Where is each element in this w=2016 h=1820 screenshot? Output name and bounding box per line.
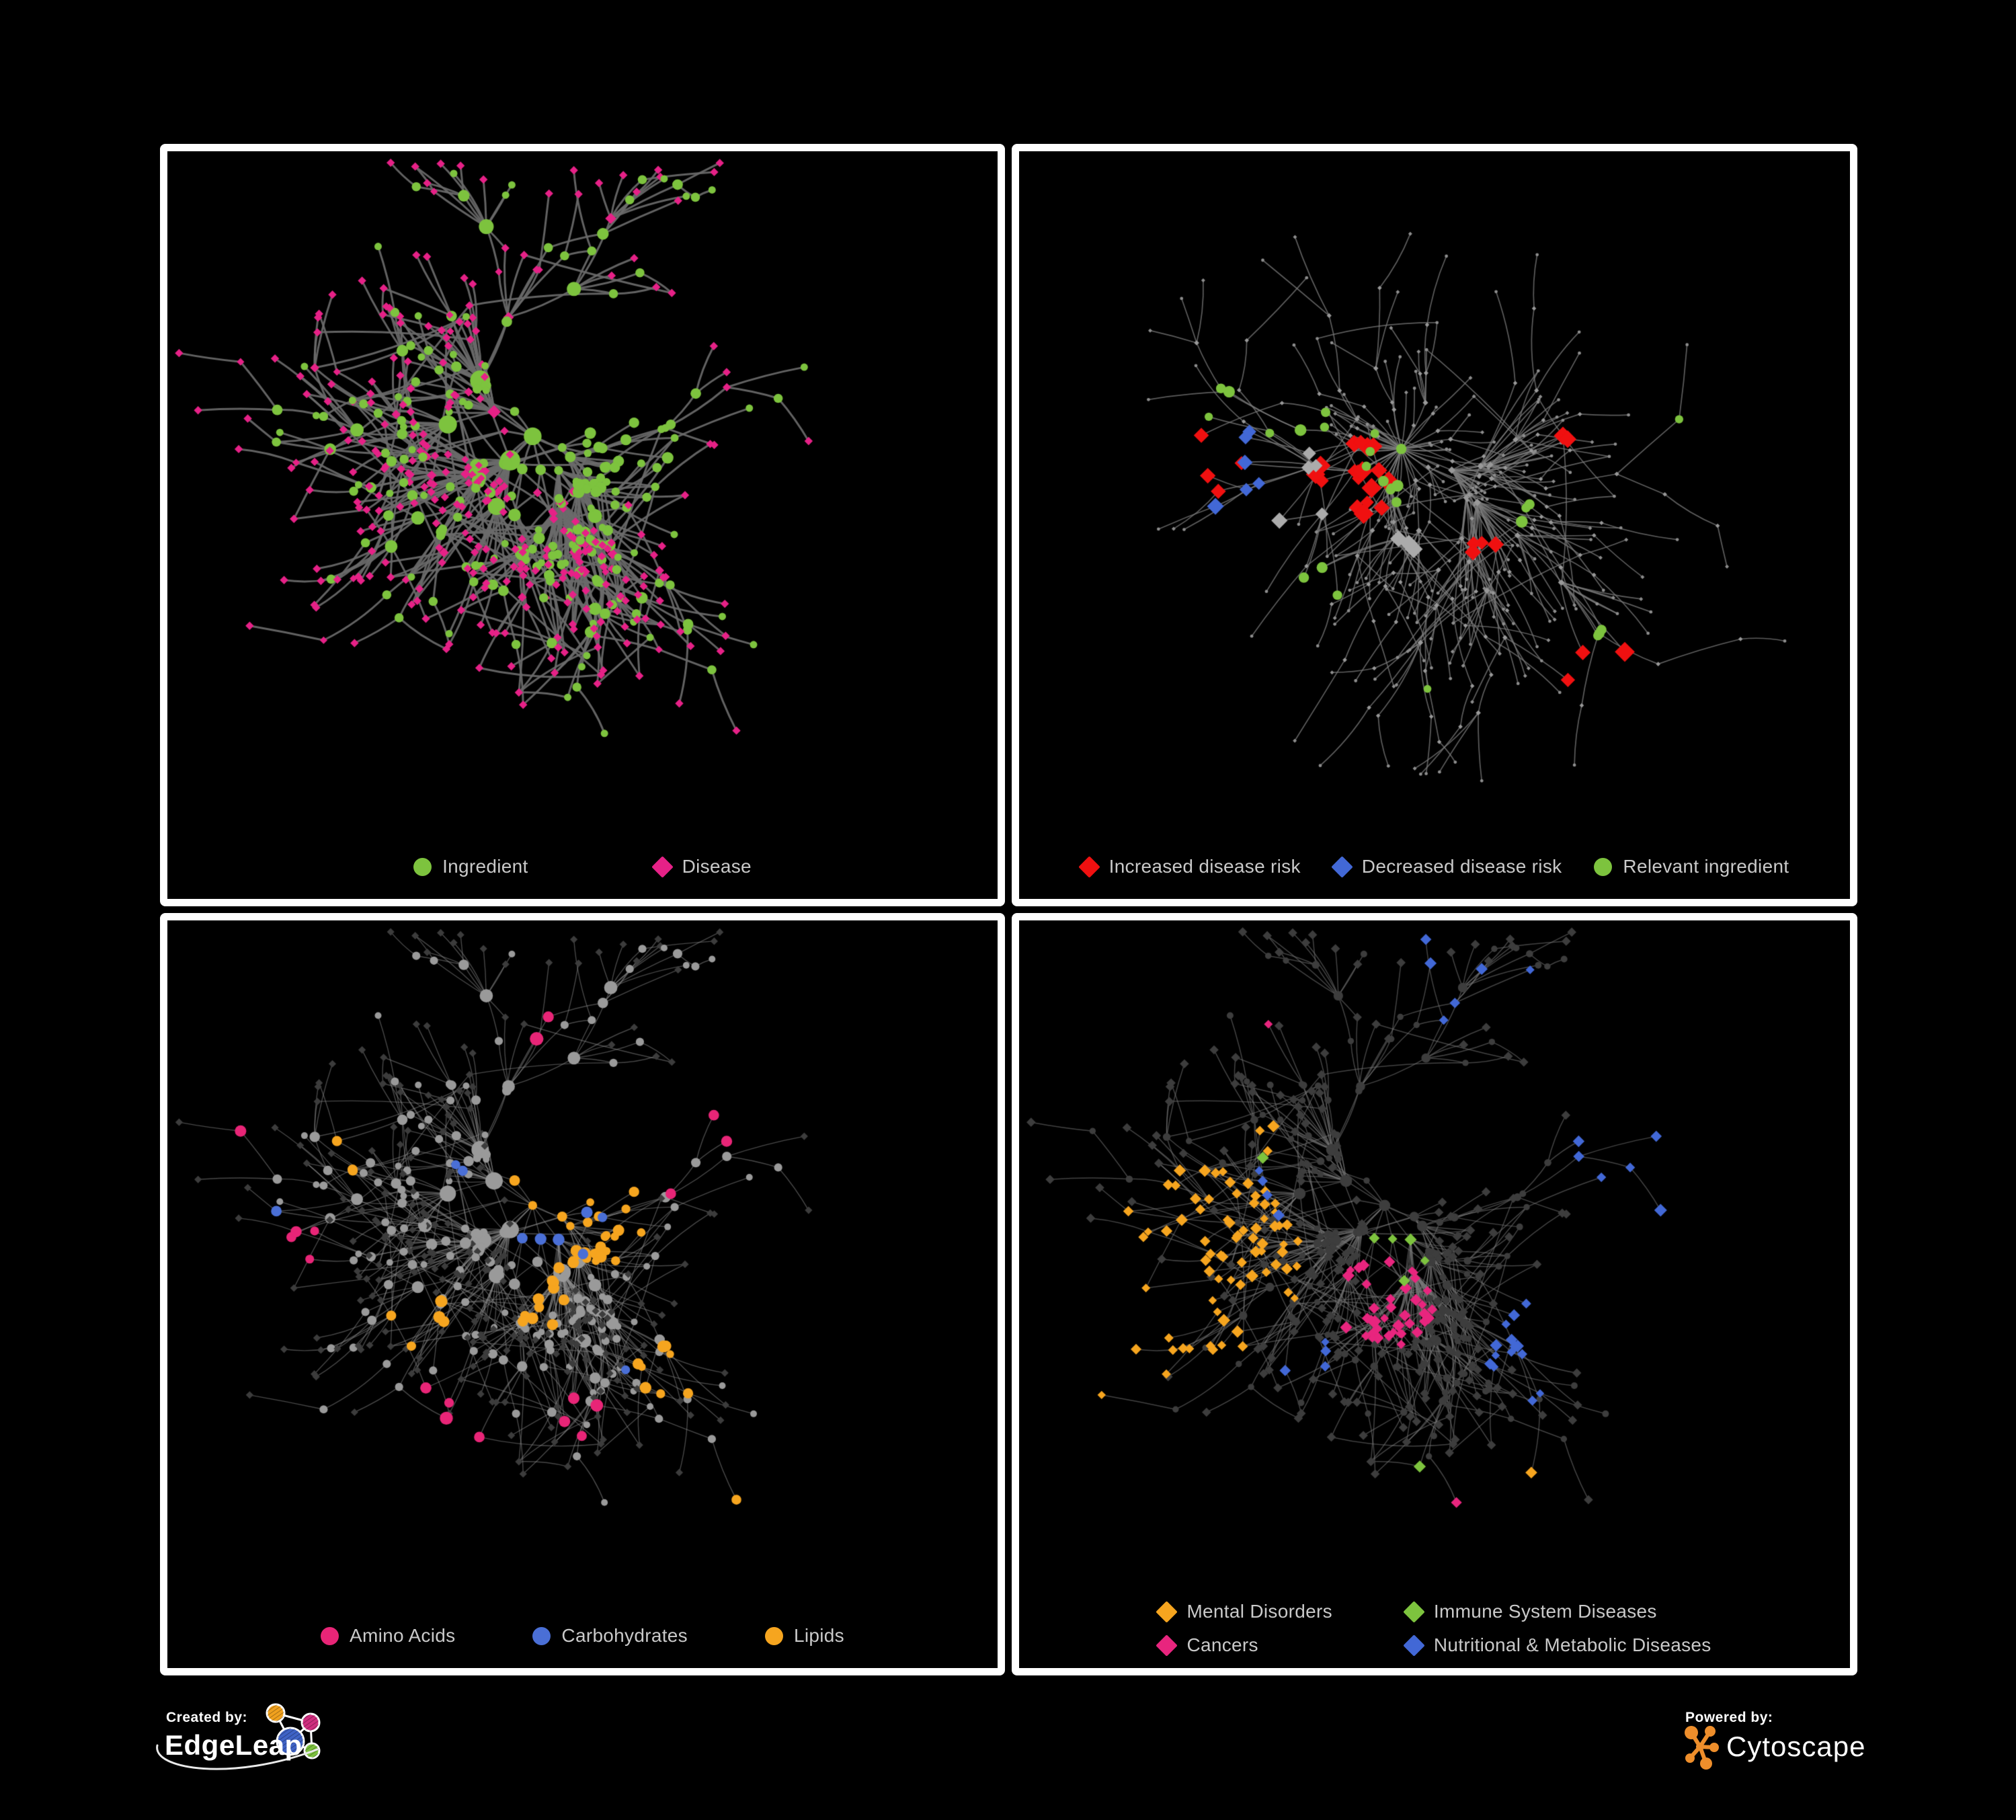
cytoscape-wordmark: Cytoscape: [1726, 1731, 1866, 1762]
diamond-swatch-icon: [1331, 855, 1353, 878]
network-canvas-ingredient-classes: [167, 920, 998, 1668]
legend-label: Increased disease risk: [1108, 856, 1301, 877]
circle-swatch-icon: [1594, 857, 1613, 876]
panel-disease-risk: Increased disease risk Decreased disease…: [1012, 144, 1857, 906]
legend-disease-categories: Mental Disorders Immune System Diseases …: [1019, 1600, 1850, 1657]
cytoscape-logo-icon: [1685, 1726, 1719, 1770]
legend-item-amino-acids: Amino Acids: [321, 1625, 455, 1647]
legend-item-cancers: Cancers: [1156, 1634, 1332, 1657]
panel-disease-categories: Mental Disorders Immune System Diseases …: [1012, 913, 1857, 1675]
diamond-swatch-icon: [1078, 855, 1100, 878]
legend-label: Nutritional & Metabolic Diseases: [1433, 1634, 1711, 1655]
edgeleap-swoosh-icon: [156, 1744, 319, 1770]
network-canvas-disease-risk: [1019, 151, 1850, 899]
legend-item-relevant-ingredient: Relevant ingredient: [1594, 856, 1789, 877]
diamond-swatch-icon: [1156, 1634, 1178, 1657]
legend-label: Immune System Diseases: [1433, 1601, 1657, 1622]
legend-label: Cancers: [1186, 1634, 1258, 1655]
legend-item-carbohydrates: Carbohydrates: [532, 1625, 688, 1647]
legend-item-disease: Disease: [651, 855, 752, 878]
legend-label: Ingredient: [442, 856, 528, 877]
network-canvas-disease-categories: [1019, 920, 1850, 1668]
powered-by-label: Powered by:: [1685, 1710, 1773, 1725]
legend-label: Decreased disease risk: [1361, 856, 1562, 877]
diamond-swatch-icon: [1403, 1600, 1425, 1623]
legend-item-lipids: Lipids: [764, 1625, 844, 1647]
circle-swatch-icon: [321, 1626, 339, 1645]
diamond-swatch-icon: [1156, 1600, 1178, 1623]
diamond-swatch-icon: [651, 855, 674, 878]
diamond-swatch-icon: [1403, 1634, 1425, 1657]
legend-ingredient-disease: Ingredient Disease: [167, 855, 998, 878]
legend-item-decreased-risk: Decreased disease risk: [1331, 855, 1562, 878]
circle-swatch-icon: [764, 1626, 783, 1645]
edgeleap-wordmark: EdgeLeap: [165, 1729, 303, 1761]
legend-label: Lipids: [793, 1625, 844, 1646]
legend-label: Relevant ingredient: [1623, 856, 1789, 877]
legend-item-immune-system-diseases: Immune System Diseases: [1403, 1600, 1711, 1623]
circle-swatch-icon: [413, 857, 432, 876]
panel-ingredient-disease: Ingredient Disease: [160, 144, 1005, 906]
legend-label: Carbohydrates: [561, 1625, 688, 1646]
panel-ingredient-classes: Amino Acids Carbohydrates Lipids: [160, 913, 1005, 1675]
created-by-label: Created by:: [166, 1710, 248, 1725]
legend-ingredient-classes: Amino Acids Carbohydrates Lipids: [167, 1625, 998, 1647]
legend-label: Amino Acids: [350, 1625, 456, 1646]
legend-label: Mental Disorders: [1186, 1601, 1332, 1622]
legend-item-ingredient: Ingredient: [413, 856, 528, 877]
circle-swatch-icon: [532, 1626, 551, 1645]
legend-label: Disease: [682, 856, 752, 877]
network-canvas-ingredient-disease: [167, 151, 998, 899]
legend-item-increased-risk: Increased disease risk: [1078, 855, 1301, 878]
legend-item-nutritional-metabolic-diseases: Nutritional & Metabolic Diseases: [1403, 1634, 1711, 1657]
legend-disease-risk: Increased disease risk Decreased disease…: [1019, 855, 1850, 878]
legend-item-mental-disorders: Mental Disorders: [1156, 1600, 1332, 1623]
edgeleap-logo-icon: [266, 1703, 321, 1759]
